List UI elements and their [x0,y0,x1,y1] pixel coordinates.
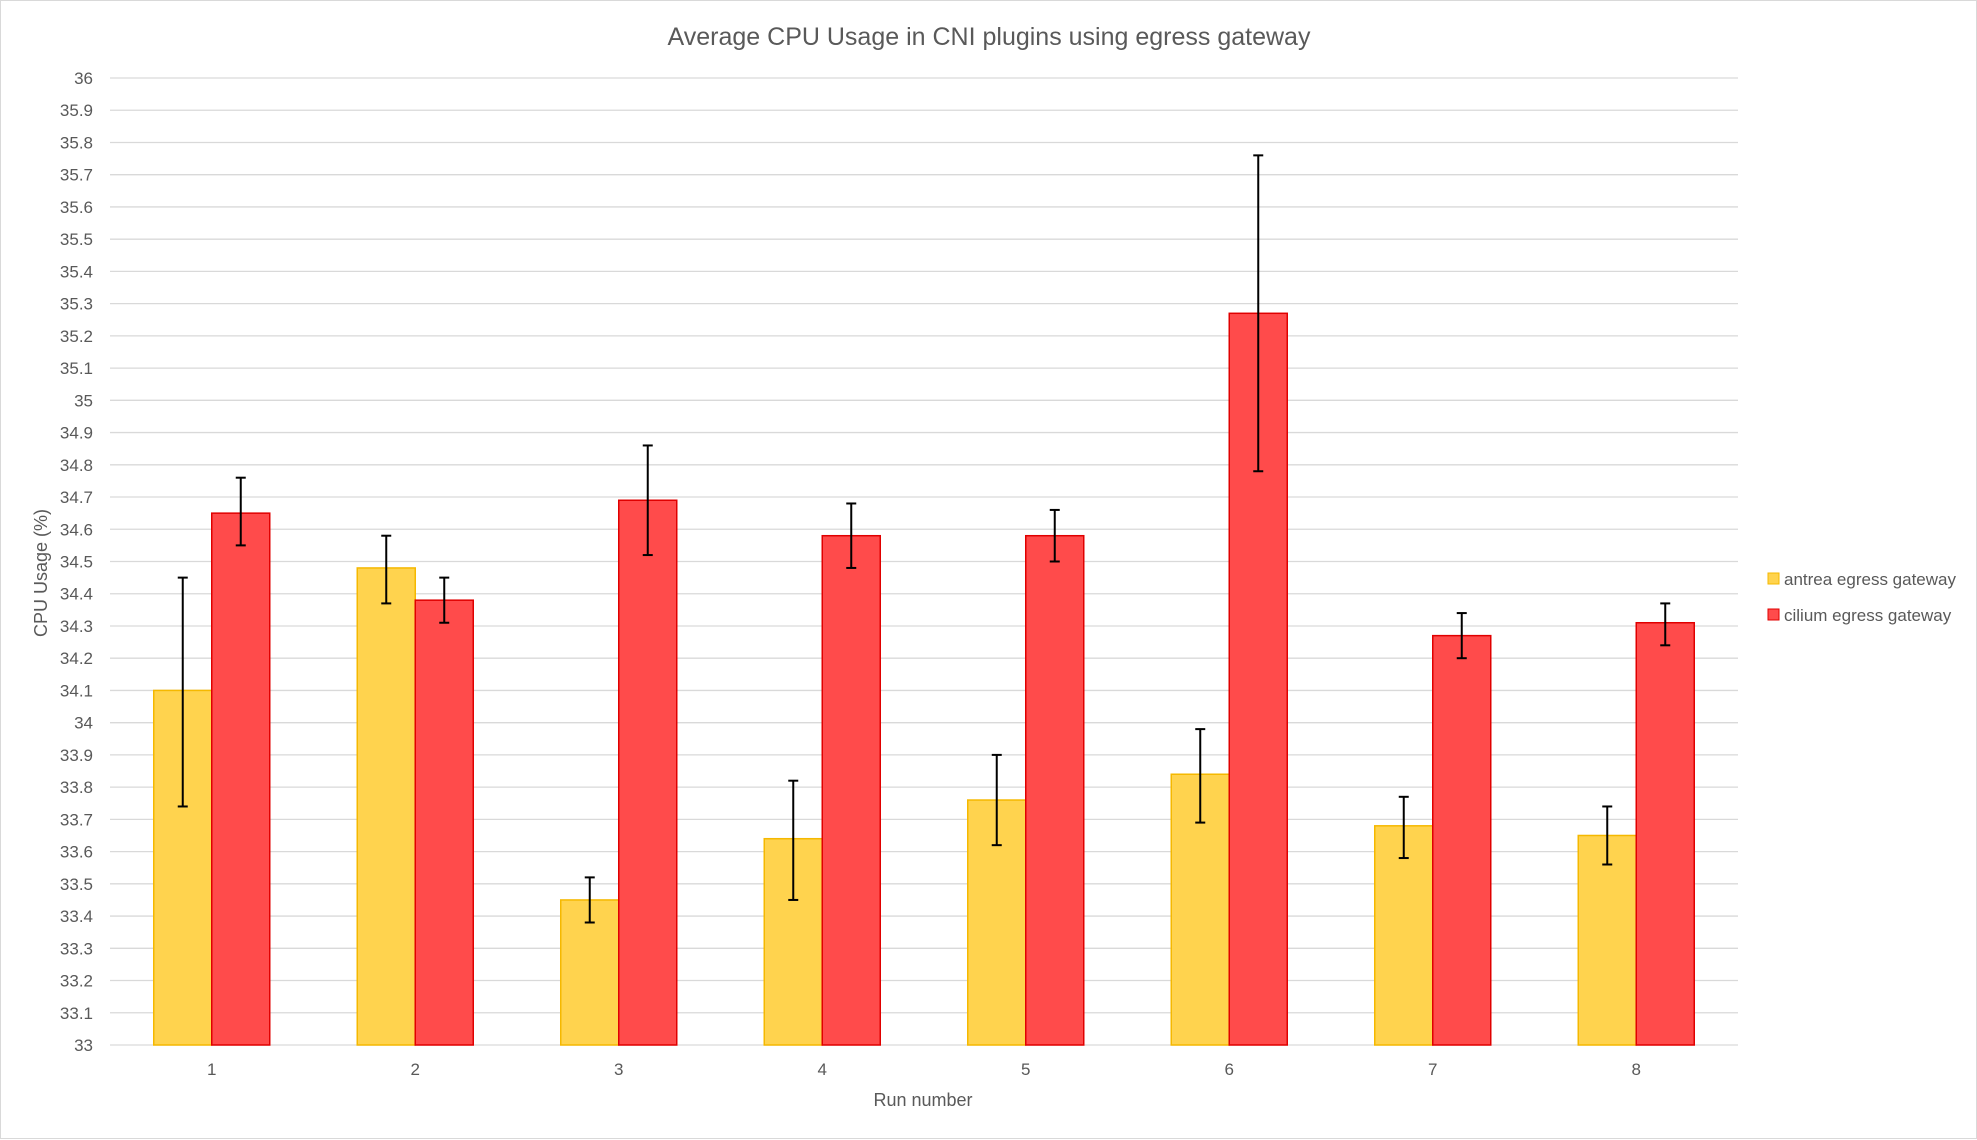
x-tick-label: 4 [818,1060,827,1079]
y-tick-label: 33.3 [60,939,93,958]
y-tick-label: 34.8 [60,456,93,475]
y-tick-label: 36 [74,69,93,88]
x-axis-title: Run number [873,1090,972,1110]
legend-swatch-antrea [1767,572,1780,585]
y-tick-label: 35.5 [60,230,93,249]
x-tick-label: 2 [411,1060,420,1079]
y-tick-label: 34.7 [60,488,93,507]
bar-antrea-run-8 [1577,834,1637,1046]
y-tick-label: 33.9 [60,746,93,765]
y-tick-label: 34.3 [60,617,93,636]
y-tick-label: 35.7 [60,166,93,185]
x-tick-label: 8 [1632,1060,1641,1079]
y-tick-label: 33.2 [60,972,93,991]
y-tick-label: 35.1 [60,359,93,378]
y-tick-label: 33.6 [60,843,93,862]
bar-cilium-run-2 [414,599,474,1046]
chart-title: Average CPU Usage in CNI plugins using e… [668,23,1311,51]
y-tick-label: 33.1 [60,1004,93,1023]
x-axis-tick-labels: 1 2 3 4 5 6 7 8 [207,1060,1641,1079]
y-tick-label: 34.9 [60,424,93,443]
bar-cilium-run-5 [1025,534,1085,1046]
y-tick-label: 33.8 [60,778,93,797]
y-tick-label: 33.5 [60,875,93,894]
y-tick-label: 35.4 [60,262,93,281]
y-tick-label: 35.2 [60,327,93,346]
y-axis-title: CPU Usage (%) [31,509,51,637]
bar-cilium-run-3 [618,499,678,1046]
y-tick-label: 34.2 [60,649,93,668]
y-tick-label: 35.6 [60,198,93,217]
y-tick-label: 34.1 [60,681,93,700]
bar-cilium-run-7 [1432,634,1492,1046]
y-tick-label: 35.8 [60,133,93,152]
legend-swatch-cilium [1767,608,1780,621]
y-tick-label: 34.4 [60,585,93,604]
y-tick-label: 35.3 [60,295,93,314]
legend-label-cilium: cilium egress gateway [1784,606,1952,625]
bar-cilium-run-1 [211,512,271,1046]
x-tick-label: 6 [1225,1060,1234,1079]
y-tick-label: 34 [74,714,93,733]
y-tick-label: 33.4 [60,907,93,926]
x-tick-label: 1 [207,1060,216,1079]
bar-cilium-run-4 [821,534,881,1046]
x-tick-label: 3 [614,1060,623,1079]
y-tick-label: 34.6 [60,520,93,539]
y-tick-label: 34.5 [60,553,93,572]
x-tick-label: 5 [1021,1060,1030,1079]
bar-antrea-run-7 [1374,825,1434,1046]
bar-cilium-run-8 [1635,621,1695,1046]
legend: antrea egress gateway cilium egress gate… [1767,570,1956,625]
y-tick-label: 33.7 [60,810,93,829]
bar-antrea-run-2 [356,567,416,1046]
x-tick-label: 7 [1428,1060,1437,1079]
gridlines [110,77,1738,1046]
y-tick-label: 33 [74,1036,93,1055]
error-bars [177,154,1671,924]
y-tick-label: 35 [74,391,93,410]
legend-label-antrea: antrea egress gateway [1784,570,1956,589]
y-axis-tick-labels: 33 33.1 33.2 33.3 33.4 33.5 33.6 33.7 33.8 33.9 34… [60,69,93,1055]
bars [153,312,1695,1046]
y-tick-label: 35.9 [60,101,93,120]
